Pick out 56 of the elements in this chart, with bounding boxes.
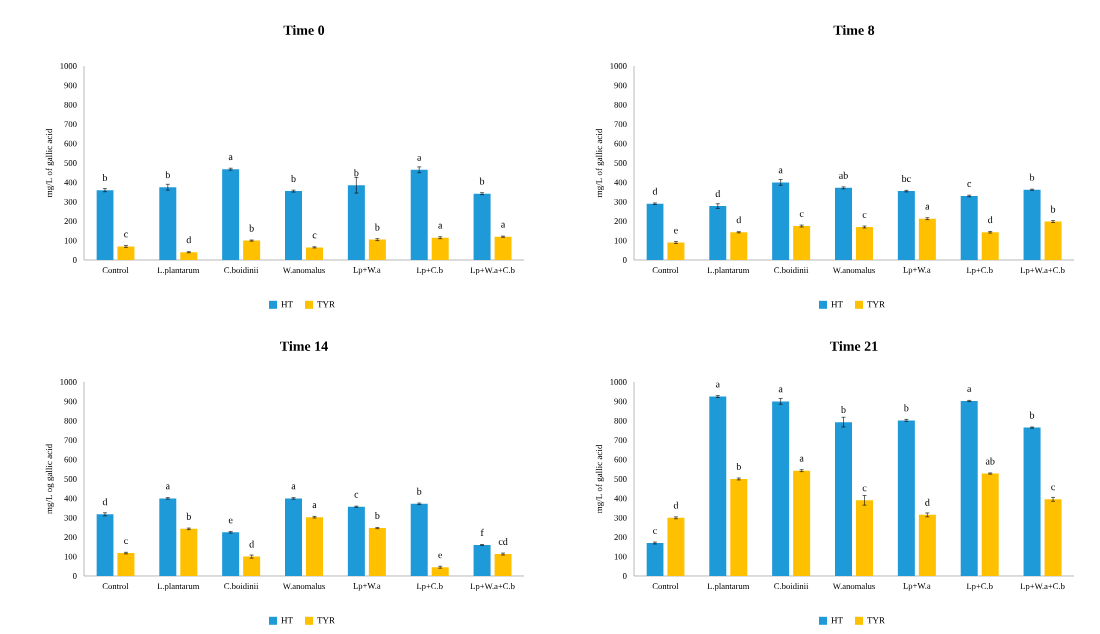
bar xyxy=(368,239,386,260)
bar xyxy=(494,236,512,260)
bar xyxy=(306,247,324,260)
bar xyxy=(709,396,727,576)
bar xyxy=(347,185,365,260)
bar xyxy=(793,470,811,576)
bar xyxy=(835,187,852,260)
bar xyxy=(117,552,135,576)
bar xyxy=(981,473,999,576)
bar xyxy=(306,517,324,576)
bar xyxy=(730,232,748,260)
bar xyxy=(897,420,915,576)
bar xyxy=(918,514,936,576)
bar xyxy=(285,190,303,260)
bar xyxy=(368,527,386,576)
bar xyxy=(431,237,449,260)
bar xyxy=(960,400,978,576)
bar xyxy=(1023,427,1041,576)
bar xyxy=(918,218,936,260)
bar xyxy=(243,240,261,260)
bar xyxy=(667,517,685,576)
bar xyxy=(646,203,664,260)
bar xyxy=(222,169,240,260)
bar xyxy=(981,232,999,260)
bar xyxy=(1023,189,1041,260)
bar xyxy=(473,193,491,260)
bar xyxy=(494,553,512,576)
bar xyxy=(285,498,303,576)
bar xyxy=(243,556,261,576)
bar xyxy=(856,226,873,260)
bar xyxy=(180,252,198,260)
bar xyxy=(473,544,491,576)
bar xyxy=(222,532,240,576)
bar xyxy=(772,182,790,260)
bar xyxy=(96,514,114,576)
bar xyxy=(960,195,978,260)
bar xyxy=(1044,499,1062,576)
bar xyxy=(709,205,727,260)
bar xyxy=(410,169,428,260)
bar xyxy=(772,401,790,576)
bar xyxy=(897,190,915,260)
bar xyxy=(856,500,873,576)
bar xyxy=(1044,221,1062,260)
bar xyxy=(730,478,748,576)
bar xyxy=(835,422,852,576)
bar xyxy=(347,506,365,576)
bar xyxy=(180,528,198,576)
bar xyxy=(646,542,664,576)
bar xyxy=(117,246,135,260)
bar xyxy=(159,187,177,260)
bar xyxy=(667,242,685,260)
bar xyxy=(431,567,449,576)
bar xyxy=(410,503,428,576)
bar xyxy=(793,225,811,260)
bar xyxy=(96,190,114,260)
bar xyxy=(159,498,177,576)
